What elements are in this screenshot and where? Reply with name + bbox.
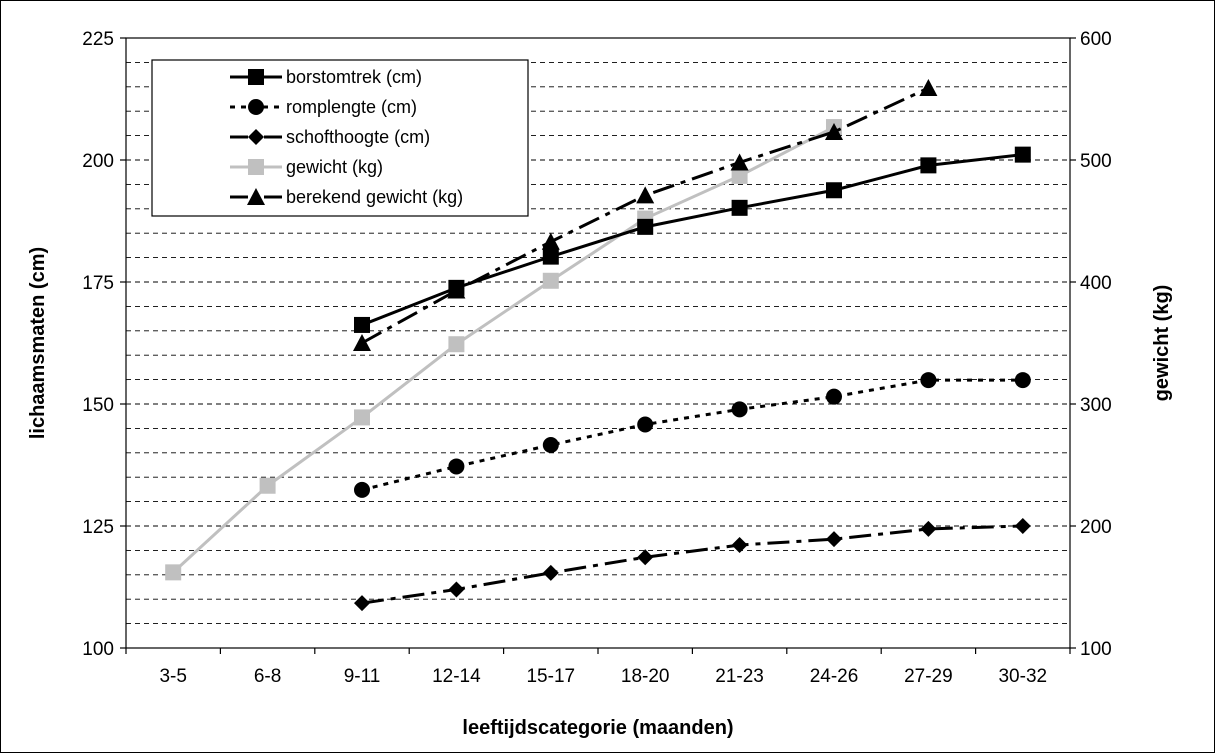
- x-tick-label: 30-32: [998, 666, 1047, 687]
- data-point: [1014, 146, 1031, 163]
- x-tick-label: 24-26: [810, 666, 859, 687]
- legend-box: [151, 59, 529, 217]
- legend-label: romplengte (cm): [286, 97, 417, 117]
- data-point: [447, 281, 466, 299]
- data-point: [448, 458, 465, 475]
- data-point: [637, 218, 654, 235]
- legend-marker: [248, 99, 264, 115]
- y2-tick-label: 500: [1080, 151, 1112, 172]
- data-point: [730, 153, 749, 171]
- data-point: [1014, 372, 1031, 389]
- y2-tick-label: 100: [1080, 639, 1112, 660]
- data-point: [731, 199, 748, 216]
- data-point: [1014, 518, 1031, 534]
- x-tick-label: 6-8: [254, 666, 281, 687]
- y2-tick-label: 200: [1080, 517, 1112, 538]
- data-point: [637, 416, 654, 433]
- legend-label: gewicht (kg): [286, 157, 383, 177]
- y-tick-label: 100: [82, 639, 114, 660]
- legend-marker: [247, 188, 265, 205]
- data-point: [354, 409, 370, 426]
- data-point: [731, 537, 748, 554]
- y2-tick-label: 400: [1080, 273, 1112, 294]
- legend-marker: [248, 159, 264, 175]
- data-point: [354, 316, 370, 333]
- x-tick-label: 15-17: [526, 666, 575, 687]
- x-tick-label: 12-14: [432, 666, 481, 687]
- legend-label: schofthoogte (cm): [286, 127, 430, 147]
- data-point: [920, 157, 937, 174]
- x-tick-label: 21-23: [715, 666, 764, 687]
- data-point: [636, 186, 655, 204]
- y2-tick-label: 600: [1080, 29, 1112, 50]
- data-point: [826, 182, 842, 199]
- y-tick-label: 225: [82, 29, 114, 50]
- x-tick-label: 3-5: [159, 666, 186, 687]
- series-layer: [165, 79, 1031, 612]
- y-tick-label: 175: [82, 273, 114, 294]
- y-axis-title: lichaamsmaten (cm): [27, 247, 49, 439]
- y2-tick-label: 300: [1080, 395, 1112, 416]
- data-point: [731, 167, 748, 184]
- data-point: [165, 564, 182, 581]
- axes: 100 125 150 175 200 225 100 200 300 400 500 600 3-5 6…: [82, 29, 1111, 687]
- data-point: [542, 248, 559, 265]
- legend-label: borstomtrek (cm): [286, 67, 422, 87]
- data-point: [826, 531, 842, 548]
- data-point: [354, 481, 370, 498]
- data-point: [259, 477, 276, 494]
- x-tick-label: 18-20: [621, 666, 670, 687]
- series-line: [361, 524, 1023, 605]
- series-4: [353, 79, 938, 351]
- data-point: [542, 272, 559, 289]
- data-point: [920, 372, 937, 389]
- y-tick-label: 200: [82, 151, 114, 172]
- data-point: [731, 401, 748, 418]
- series-1: [354, 372, 1031, 498]
- series-line: [361, 378, 1023, 492]
- y-tick-label: 150: [82, 395, 114, 416]
- legend-marker: [248, 129, 264, 145]
- y-tick-label: 125: [82, 517, 114, 538]
- data-point: [919, 79, 938, 97]
- x-tick-label: 27-29: [904, 666, 953, 687]
- data-point: [542, 436, 559, 453]
- legend-label: berekend gewicht (kg): [286, 187, 463, 207]
- legend: borstomtrek (cm) romplengte (cm) schofthoo…: [151, 59, 529, 217]
- data-point: [448, 336, 465, 353]
- data-point: [542, 564, 559, 581]
- series-line: [172, 125, 835, 574]
- data-point: [826, 388, 842, 405]
- x-tick-label: 9-11: [344, 666, 381, 687]
- data-point: [825, 122, 843, 140]
- x-axis-title: leeftijdscategorie (maanden): [462, 717, 733, 739]
- data-point: [353, 334, 371, 351]
- legend-marker: [248, 69, 264, 85]
- data-point: [354, 595, 370, 612]
- data-point: [637, 549, 654, 566]
- y2-axis-title: gewicht (kg): [1151, 285, 1173, 402]
- data-point: [448, 581, 465, 598]
- data-point: [920, 520, 937, 537]
- series-2: [354, 518, 1031, 612]
- data-point: [541, 232, 560, 250]
